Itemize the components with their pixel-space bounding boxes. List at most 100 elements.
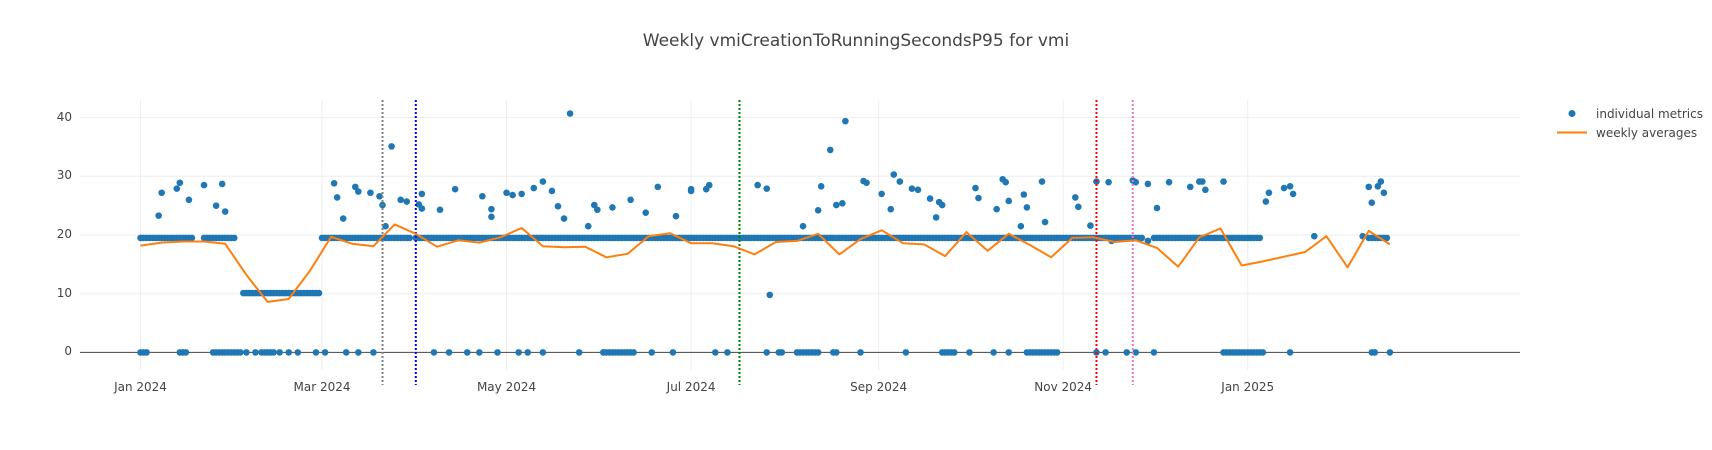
data-point: [1002, 178, 1010, 186]
data-point: [857, 349, 864, 356]
data-point: [1259, 349, 1267, 356]
weekly-average-line: [140, 223, 1391, 303]
data-point: [351, 183, 359, 191]
data-point: [176, 179, 184, 187]
data-point: [1165, 178, 1173, 186]
legend-label: individual metrics: [1596, 106, 1703, 121]
data-point: [1256, 234, 1264, 242]
data-point: [185, 196, 193, 204]
data-point: [312, 349, 320, 356]
data-point: [218, 180, 226, 188]
data-point: [833, 201, 840, 209]
data-point: [1202, 186, 1209, 194]
data-point: [548, 187, 556, 195]
data-point: [896, 178, 904, 185]
data-point: [1020, 191, 1028, 198]
data-point: [503, 189, 510, 197]
data-point: [1374, 182, 1382, 190]
chart-title: Weekly vmiCreationToRunningSecondsP95 fo…: [642, 31, 1070, 51]
data-point: [1220, 178, 1227, 185]
data-point: [1138, 234, 1146, 242]
data-point: [1075, 203, 1082, 211]
data-point: [463, 349, 471, 356]
data-point: [158, 189, 165, 197]
data-point: [778, 349, 786, 356]
y-tick-label: 40: [56, 109, 72, 124]
data-point: [1023, 204, 1031, 211]
data-point: [494, 349, 501, 356]
legend-label: weekly averages: [1596, 125, 1698, 140]
data-point: [938, 201, 946, 209]
data-point: [1286, 182, 1294, 190]
data-point: [1132, 349, 1140, 356]
data-point: [355, 349, 362, 356]
data-point: [1380, 189, 1388, 197]
data-point: [1144, 237, 1152, 245]
legend-item-individual-metrics[interactable]: individual metrics: [1552, 104, 1703, 123]
data-point: [1265, 189, 1273, 197]
data-point: [1005, 349, 1013, 356]
legend[interactable]: individual metrics weekly averages: [1552, 104, 1703, 142]
x-tick-label: Nov 2024: [1034, 380, 1093, 394]
data-point: [1150, 349, 1158, 356]
data-point: [833, 349, 840, 356]
data-point: [566, 110, 574, 117]
data-point: [406, 234, 414, 242]
data-point: [243, 349, 250, 356]
data-point: [1262, 198, 1270, 205]
data-point: [902, 349, 910, 356]
data-point: [724, 349, 731, 356]
data-point: [932, 214, 940, 221]
data-point: [221, 208, 229, 215]
data-point: [294, 349, 302, 356]
data-point: [763, 185, 771, 192]
data-point: [330, 180, 338, 187]
data-point: [1123, 349, 1131, 356]
data-point: [672, 212, 680, 220]
data-point: [182, 349, 190, 356]
data-point: [1144, 180, 1152, 188]
data-point: [1017, 222, 1025, 230]
legend-item-weekly-averages[interactable]: weekly averages: [1552, 123, 1703, 142]
data-point: [627, 196, 634, 204]
data-point: [376, 192, 383, 200]
data-point: [839, 200, 846, 207]
data-point: [488, 205, 495, 213]
data-point: [763, 349, 771, 356]
data-point: [642, 209, 650, 216]
data-point: [1199, 178, 1206, 185]
data-point: [1087, 222, 1094, 229]
data-point: [430, 349, 438, 356]
data-point: [155, 212, 162, 219]
data-point: [1071, 194, 1079, 201]
data-point: [842, 117, 849, 125]
data-point: [654, 183, 662, 191]
data-point: [630, 349, 637, 356]
data-point: [397, 196, 404, 204]
data-point: [342, 349, 350, 356]
data-point: [705, 181, 713, 189]
data-point: [1365, 183, 1373, 191]
x-tick-label: Jan 2024: [114, 380, 167, 394]
data-point: [766, 291, 774, 299]
data-point: [878, 190, 885, 198]
x-tick-label: Mar 2024: [293, 380, 351, 394]
data-point: [648, 349, 656, 356]
data-point: [1289, 190, 1297, 198]
data-point: [890, 171, 898, 178]
data-point: [1280, 184, 1288, 192]
data-point: [188, 234, 196, 242]
data-point: [509, 191, 516, 199]
data-point: [539, 178, 547, 185]
x-tick-label: May 2024: [476, 380, 537, 394]
data-point: [1102, 349, 1109, 356]
data-point: [669, 349, 677, 356]
data-point: [339, 215, 347, 222]
data-point: [975, 194, 982, 202]
data-point: [1105, 178, 1112, 186]
data-point: [590, 201, 598, 209]
data-point: [355, 188, 362, 195]
data-point: [333, 194, 341, 201]
